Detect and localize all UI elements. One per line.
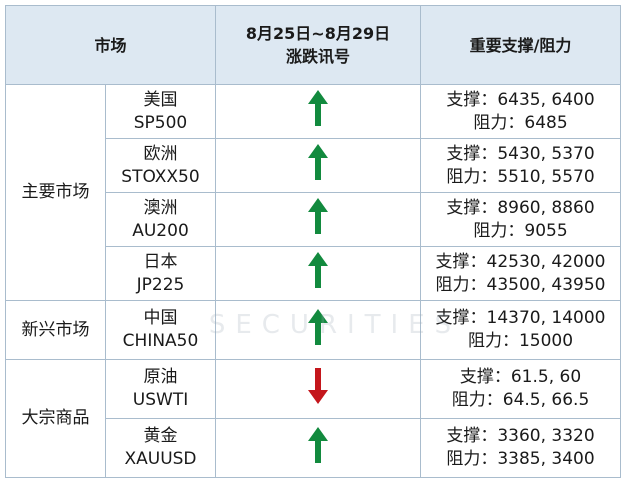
header-date: 8月25日~8月29日: [245, 24, 391, 43]
levels-cell: 支撑：42530, 42000 阻力：43500, 43950: [420, 246, 622, 301]
arrow-shape: [308, 367, 329, 404]
group-name: 大宗商品: [5, 359, 106, 478]
support: 支撑：61.5, 60: [459, 367, 582, 387]
signal-arrow: [308, 198, 329, 234]
levels-cell: 支撑：6435, 6400 阻力：6485: [420, 84, 622, 139]
resistance: 阻力：64.5, 66.5: [451, 390, 590, 410]
instrument-cell: 中国 CHINA50: [104, 300, 217, 360]
table-row: 主要市场 美国 SP500 支撑：6435, 6400 阻力：6485: [5, 84, 622, 301]
signal-cell: [215, 359, 422, 419]
levels-cell: 支撑：14370, 14000 阻力：15000: [420, 300, 622, 360]
table-row: 澳洲 AU200 支撑：8960, 8860 阻力：9055: [6, 192, 622, 247]
levels-cell: 支撑：3360, 3320 阻力：3385, 3400: [420, 418, 622, 478]
signal-arrow: [308, 90, 329, 126]
instrument-name: 美国: [143, 89, 178, 110]
instrument-cell: 美国 SP500: [104, 84, 217, 139]
header-market: 市场: [4, 5, 217, 85]
arrow-shape: [308, 90, 329, 126]
support: 支撑：3360, 3320: [446, 426, 595, 446]
signal-cell: [215, 84, 422, 139]
table-row: 黄金 XAUUSD 支撑：3360, 3320 阻力：3385, 3400: [6, 418, 622, 478]
signal-table: 市场 8月25日~8月29日 涨跌讯号 重要支撑/阻力 主要市场 美国 SP500 支撑…: [4, 5, 622, 478]
arrow-shape: [308, 144, 329, 180]
group-name: 新兴市场: [5, 300, 106, 360]
resistance: 阻力：9055: [473, 220, 568, 241]
levels-cell: 支撑：5430, 5370 阻力：5510, 5570: [420, 138, 622, 193]
support: 支撑：8960, 8860: [446, 197, 595, 218]
arrow-shape: [308, 308, 329, 345]
instrument-code: USWTI: [132, 390, 189, 410]
instrument-code: STOXX50: [121, 166, 200, 187]
table-row: 新兴市场 中国 CHINA50 支撑：14370, 14000 阻力：15000: [5, 300, 622, 360]
instrument-code: JP225: [136, 274, 185, 295]
instrument-name: 原油: [143, 367, 178, 387]
instrument-name: 黄金: [143, 426, 178, 446]
header-levels: 重要支撑/阻力: [420, 5, 622, 85]
instrument-name: 中国: [143, 308, 178, 328]
signal-cell: [215, 138, 422, 193]
instrument-cell: 欧洲 STOXX50: [104, 138, 217, 193]
instrument-name: 澳洲: [143, 197, 178, 218]
signal-cell: [215, 246, 422, 301]
instrument-code: AU200: [132, 220, 189, 241]
instrument-name: 欧洲: [143, 143, 178, 164]
resistance: 阻力：6485: [473, 112, 568, 133]
support: 支撑：42530, 42000: [435, 251, 606, 272]
table-row: 日本 JP225 支撑：42530, 42000 阻力：43500, 43950: [6, 246, 622, 301]
signal-cell: [215, 300, 422, 360]
table-wrap: 市场 8月25日~8月29日 涨跌讯号 重要支撑/阻力 主要市场 美国 SP500 支撑…: [4, 5, 622, 485]
arrow-shape: [308, 252, 329, 288]
support: 支撑：5430, 5370: [446, 143, 595, 164]
instrument-cell: 黄金 XAUUSD: [104, 418, 217, 478]
signal-arrow: [308, 426, 329, 463]
group-name: 主要市场: [5, 84, 106, 301]
instrument-cell: 澳洲 AU200: [104, 192, 217, 247]
arrow-shape: [308, 198, 329, 234]
signal-arrow: [308, 144, 329, 180]
instrument-code: SP500: [133, 112, 188, 133]
signal-arrow: [308, 367, 329, 404]
resistance: 阻力：43500, 43950: [435, 274, 606, 295]
levels-cell: 支撑：61.5, 60 阻力：64.5, 66.5: [420, 359, 622, 419]
signal-cell: [215, 418, 422, 478]
support: 支撑：6435, 6400: [446, 89, 595, 110]
header-signal: 8月25日~8月29日 涨跌讯号: [215, 5, 422, 85]
support: 支撑：14370, 14000: [435, 308, 606, 328]
signal-arrow: [308, 308, 329, 345]
instrument-name: 日本: [143, 251, 178, 272]
resistance: 阻力：3385, 3400: [446, 449, 595, 469]
resistance: 阻力：15000: [467, 331, 574, 351]
table-row: 大宗商品 原油 USWTI 支撑：61.5, 60 阻力：64.5, 66.5: [5, 359, 622, 478]
arrow-shape: [308, 426, 329, 463]
instrument-cell: 日本 JP225: [104, 246, 217, 301]
levels-cell: 支撑：8960, 8860 阻力：9055: [420, 192, 622, 247]
instrument-cell: 原油 USWTI: [104, 359, 217, 419]
header-signal-label: 涨跌讯号: [286, 47, 351, 66]
instrument-code: CHINA50: [122, 331, 199, 351]
instrument-code: XAUUSD: [124, 449, 197, 469]
resistance: 阻力：5510, 5570: [446, 166, 595, 187]
signal-arrow: [308, 252, 329, 288]
signal-cell: [215, 192, 422, 247]
